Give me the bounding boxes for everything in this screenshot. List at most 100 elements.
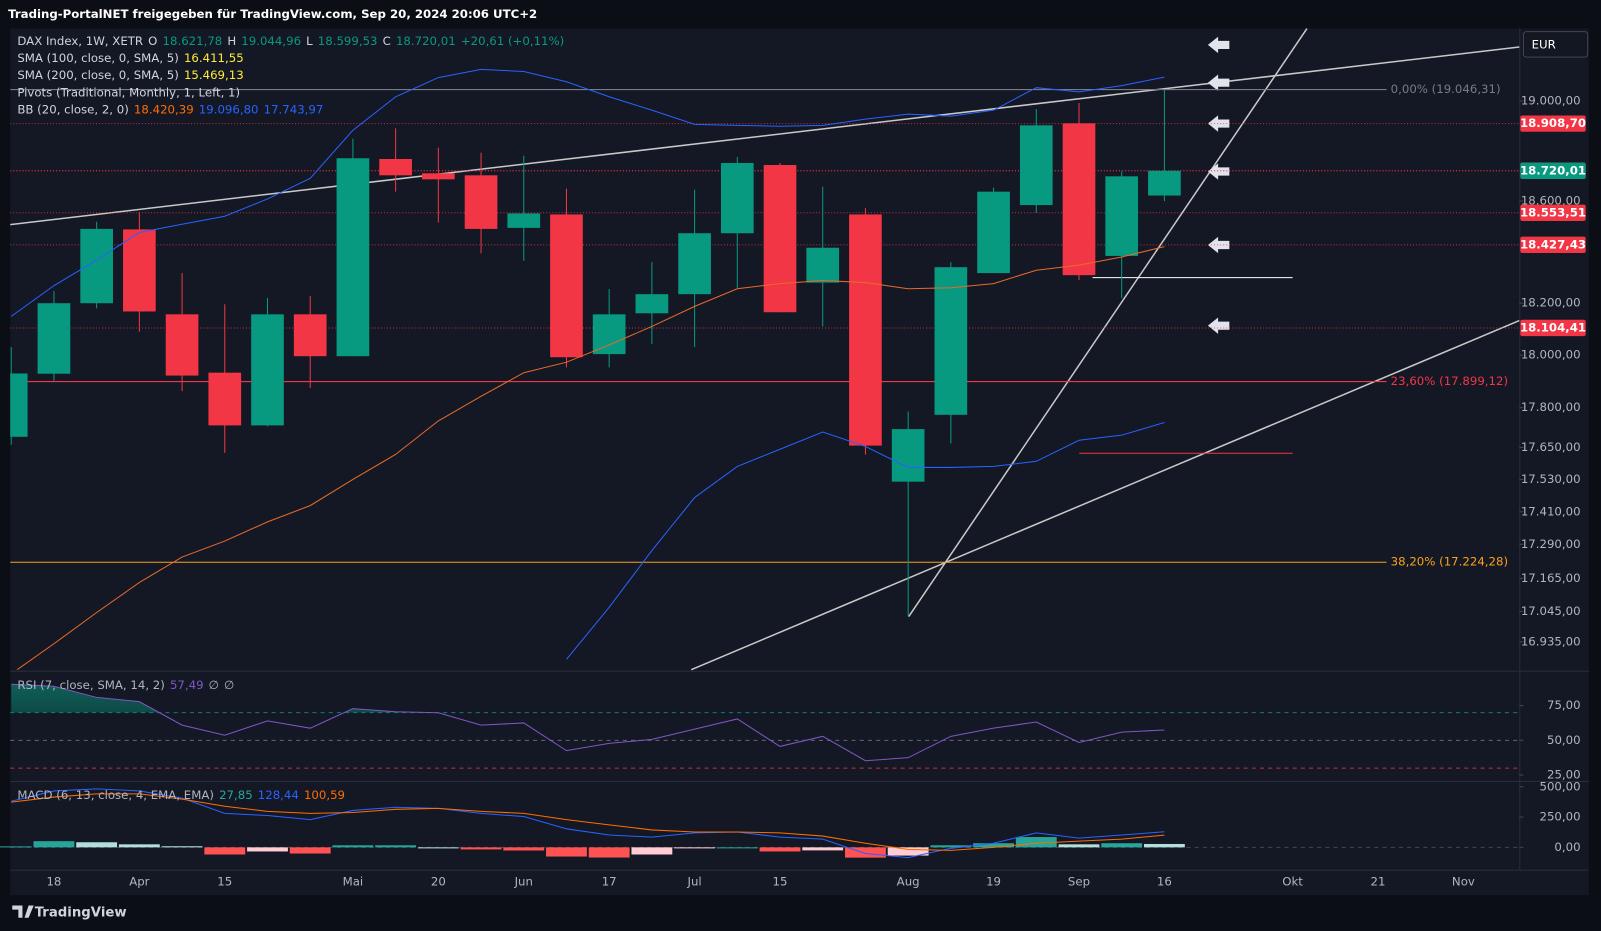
legend-line: SMA (200, close, 0, SMA, 5) 15.469,13: [17, 68, 243, 82]
legend-item: ∅: [209, 677, 219, 691]
candle-body: [251, 314, 284, 426]
histogram-bar: [289, 847, 331, 854]
legend-line: Pivots (Traditional, Monthly, 1, Left, 1…: [17, 85, 240, 99]
x-tick-label: Mai: [343, 875, 364, 889]
trendline: [908, 28, 1308, 618]
y-tick-label: 75,00: [1547, 698, 1581, 712]
macd-line: [11, 793, 1165, 851]
x-tick-label: Jul: [687, 875, 702, 889]
histogram-bar: [375, 845, 417, 848]
histogram-bar: [1015, 837, 1057, 848]
logo: [12, 905, 34, 918]
legend-item: 19.044,96: [241, 33, 301, 47]
candle-body: [806, 247, 840, 283]
histogram-bar: [76, 842, 118, 848]
price-tag: [1520, 236, 1586, 254]
arrow: [1207, 317, 1230, 334]
currency: EUR: [1532, 37, 1556, 51]
overbought-fill: [11, 684, 430, 713]
band-line: [566, 422, 1165, 660]
candle-body: [464, 175, 498, 229]
legend-item: 18.420,39: [134, 102, 194, 116]
y-tick-label: 50,00: [1547, 733, 1581, 747]
candle-body: [123, 229, 156, 312]
trendline: [10, 46, 1520, 226]
x-tick-label: 15: [217, 875, 232, 889]
price-tag: [1520, 204, 1586, 221]
price-tag: [1520, 162, 1586, 179]
histogram-bar: [417, 847, 459, 849]
x-tick-label: Aug: [897, 875, 920, 889]
candle-body: [1062, 123, 1096, 276]
histogram-bar: [845, 847, 886, 858]
x-tick-label: 19: [986, 875, 1001, 889]
y-tick-label: 0,00: [1554, 840, 1580, 854]
histogram-bar: [204, 847, 246, 855]
histogram-bar: [1058, 844, 1100, 848]
y-tick-label: 17.290,00: [1521, 537, 1581, 551]
arrow: [1207, 115, 1230, 132]
candle-body: [421, 173, 455, 180]
legend-item: BB (20, close, 2, 0): [17, 102, 128, 116]
legend-item: SMA (100, close, 0, SMA, 5): [17, 50, 179, 64]
legend-item: 17.743,97: [264, 102, 324, 116]
legend-line: MACD (6, 13, close, 4, EMA, EMA) 27,85 128…: [17, 788, 345, 802]
arrow: [1207, 36, 1230, 54]
candle-body: [720, 163, 754, 234]
legend-item: O: [148, 33, 157, 47]
histogram-bar: [33, 841, 75, 848]
histogram-bar: [930, 845, 972, 848]
histogram-bar: [503, 847, 545, 851]
drawings: [10, 28, 1520, 671]
histogram-bar: [332, 845, 374, 848]
candle-body: [37, 303, 71, 374]
arrow: [1207, 74, 1230, 91]
legend-item: 18.621,78: [163, 33, 223, 47]
histogram-bar: [631, 847, 673, 855]
y-tick-label: 17.410,00: [1521, 504, 1581, 518]
legend-item: 27,85: [219, 788, 253, 802]
legend-item: ∅: [224, 677, 234, 691]
histogram-bar: [674, 847, 716, 849]
legend-item: L: [306, 33, 313, 47]
y-tick-label: 19.000,00: [1521, 94, 1581, 108]
y-tick-label: 250,00: [1540, 810, 1581, 824]
price-tag: [1520, 115, 1586, 132]
legend-item: 18.720,01: [396, 33, 456, 47]
fib-label: 0,00% (19.046,31): [1391, 82, 1501, 96]
candle-body: [507, 213, 541, 228]
candle-body: [763, 165, 797, 313]
candle-body: [849, 214, 882, 446]
histogram-bar: [973, 843, 1014, 848]
histogram-bar: [759, 847, 801, 852]
legend-item: RSI (7, close, SMA, 14, 2): [17, 677, 164, 691]
currency-button[interactable]: [1522, 31, 1589, 58]
candle-body: [80, 228, 113, 304]
y-tick-label: 500,00: [1540, 779, 1581, 793]
histogram-bar: [546, 847, 587, 857]
candle-body: [550, 214, 583, 358]
histogram-bar: [1143, 843, 1185, 848]
legend-item: SMA (200, close, 0, SMA, 5): [17, 68, 179, 82]
histogram-bar: [0, 846, 32, 848]
legend-line: DAX Index, 1W, XETR O 18.621,78 H 19.044,96 L…: [17, 33, 564, 47]
x-tick-label: 15: [773, 875, 788, 889]
y-tick-label: 17.165,00: [1521, 571, 1581, 585]
x-tick-label: Sep: [1068, 875, 1090, 889]
legend-item: 128,44: [258, 788, 299, 802]
candle-body: [635, 294, 669, 314]
x-tick-label: Apr: [129, 875, 149, 889]
x-tick-label: Nov: [1452, 875, 1475, 889]
fib-label: 23,60% (17.899,12): [1391, 374, 1508, 388]
legend-item: 19.096,80: [199, 102, 259, 116]
candle-body: [293, 314, 327, 357]
candle-body: [10, 373, 28, 437]
candle-body: [1148, 170, 1181, 196]
macd-line: [11, 788, 1165, 859]
legend-item: MACD (6, 13, close, 4, EMA, EMA): [17, 788, 214, 802]
x-tick-label: Jun: [514, 875, 533, 889]
legend-line: SMA (100, close, 0, SMA, 5) 16.411,55: [17, 50, 243, 64]
legend-item: 18.599,53: [318, 33, 378, 47]
plot: 0,00% (19.046,31) 23,60% (17.899,12) 38,20…: [10, 82, 1520, 617]
legend-line: RSI (7, close, SMA, 14, 2) 57,49 ∅ ∅: [17, 677, 234, 691]
